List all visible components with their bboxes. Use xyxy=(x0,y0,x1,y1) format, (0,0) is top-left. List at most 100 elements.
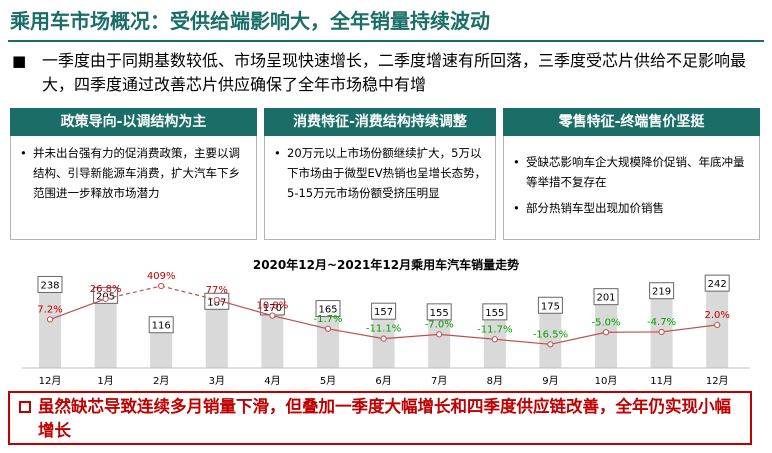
bar-value-label: 165 xyxy=(318,305,337,316)
pillar-body: 受缺芯影响车企大规模降价促销、年底冲量等举措不复存在 部分热销车型出现加价销售 xyxy=(503,136,760,240)
sales-bar xyxy=(205,306,228,368)
bar-value-label: 116 xyxy=(152,321,171,332)
bar-value-label-box xyxy=(93,286,119,304)
bar-value-label: 155 xyxy=(430,308,449,319)
growth-point xyxy=(602,329,610,336)
x-tick-label: 3月 xyxy=(209,375,225,387)
bar-value-label: 155 xyxy=(485,308,504,319)
growth-point xyxy=(547,341,554,348)
growth-point xyxy=(324,325,332,332)
sales-bar xyxy=(150,329,173,368)
pillar-header: 零售特征-终端售价坚挺 xyxy=(503,108,760,136)
sales-bar xyxy=(706,288,729,368)
sales-bar xyxy=(428,316,451,368)
x-tick-label: 12月 xyxy=(39,375,62,387)
growth-label: -11.7% xyxy=(477,324,512,335)
growth-label: -1.7% xyxy=(313,314,342,325)
growth-line-segment xyxy=(494,338,551,345)
bar-value-label: 157 xyxy=(374,307,393,318)
bar-value-label: 175 xyxy=(541,301,560,312)
slide-title: 乘用车市场概况：受供给端影响大，全年销量持续波动 xyxy=(10,9,490,33)
growth-point xyxy=(213,296,220,304)
x-tick-label: 2月 xyxy=(153,375,169,387)
growth-line-segment xyxy=(661,324,718,333)
bar-value-label-box xyxy=(426,303,452,321)
growth-label: -16.5% xyxy=(533,329,568,340)
bar-value-label-box xyxy=(148,316,174,334)
pillar-header: 政策导向-以调结构为主 xyxy=(10,108,257,136)
bar-value-label: 201 xyxy=(596,293,615,304)
growth-line-segment xyxy=(550,331,607,345)
growth-point xyxy=(491,336,498,343)
x-tick-label: 4月 xyxy=(264,375,280,387)
sales-chart: 2020年12月~2021年12月乘用车汽车销量走势 2382051161871… xyxy=(8,250,764,390)
sales-chart-svg: 2020年12月~2021年12月乘用车汽车销量走势 2382051161871… xyxy=(22,257,750,387)
growth-label: 7.2% xyxy=(37,304,62,315)
bar-value-label: 170 xyxy=(263,303,282,314)
sales-bar xyxy=(483,316,506,368)
growth-line-segment xyxy=(439,333,495,340)
growth-label: 409% xyxy=(147,271,176,282)
pillar-bullet: 部分热销车型出现加价销售 xyxy=(512,198,753,218)
sales-bar xyxy=(372,316,395,368)
hollow-square-bullet-icon xyxy=(19,401,31,413)
x-tick-label: 6月 xyxy=(375,375,391,387)
bar-value-label: 219 xyxy=(652,287,671,298)
growth-line-segment xyxy=(216,299,273,317)
conclusion-text: 虽然缺芯导致连续多月销量下滑，但叠加一季度大幅增长和四季度供应链改善，全年仍实现… xyxy=(38,397,731,440)
growth-point xyxy=(714,321,721,329)
chart-title: 2020年12月~2021年12月乘用车汽车销量走势 xyxy=(253,257,519,272)
growth-point xyxy=(436,331,443,338)
pillar-consumption: 消费特征-消费结构持续调整 20万元以上市场份额继续扩大，5万以下市场由于微型E… xyxy=(264,108,496,242)
growth-line-segment xyxy=(383,333,440,340)
pillar-bullet: 20万元以上市场份额继续扩大，5万以下市场由于微型EV热销也呈增长态势，5-15… xyxy=(273,143,489,203)
growth-point xyxy=(46,316,54,323)
x-tick-label: 11月 xyxy=(650,375,673,387)
sales-bar xyxy=(39,289,61,368)
sales-bar xyxy=(539,310,562,368)
bar-value-label-box xyxy=(649,282,675,300)
growth-label: 10.8% xyxy=(257,301,289,312)
bar-value-label-box xyxy=(371,302,397,320)
pillar-body: 并未出台强有力的促消费政策，主要以调结构、引导新能源车消费，扩大汽车下乡范围进一… xyxy=(10,136,257,240)
title-divider xyxy=(8,40,764,42)
bar-value-label-box xyxy=(537,296,563,314)
growth-line-segment xyxy=(49,298,106,321)
x-tick-label: 9月 xyxy=(542,375,558,387)
square-bullet-icon: ■ xyxy=(12,52,27,70)
growth-label: -5.0% xyxy=(591,317,620,328)
pillar-retail: 零售特征-终端售价坚挺 受缺芯影响车企大规模降价促销、年底冲量等举措不复存在 部… xyxy=(503,108,760,242)
x-tick-label: 1月 xyxy=(97,375,113,387)
growth-line-segment xyxy=(105,285,162,300)
growth-point xyxy=(380,335,387,342)
growth-line-segment xyxy=(161,285,217,301)
growth-line-segment xyxy=(272,315,329,330)
x-tick-label: 12月 xyxy=(706,375,729,387)
pillar-bullet: 受缺芯影响车企大规模降价促销、年底冲量等举措不复存在 xyxy=(512,152,753,192)
growth-label: -7.0% xyxy=(425,319,454,330)
growth-point xyxy=(158,282,165,290)
summary-paragraph: ■ 一季度由于同期基数较低、市场呈现快速增长，二季度增速有所回落，三季度受芯片供给… xyxy=(12,49,762,97)
sales-bar xyxy=(94,300,117,368)
summary-text: 一季度由于同期基数较低、市场呈现快速增长，二季度增速有所回落，三季度受芯片供给不… xyxy=(42,51,747,94)
growth-label: 77% xyxy=(206,285,228,296)
x-tick-label: 8月 xyxy=(487,375,503,387)
bar-value-label: 242 xyxy=(708,279,727,290)
pillar-policy: 政策导向-以调结构为主 并未出台强有力的促消费政策，主要以调结构、引导新能源车消… xyxy=(10,108,257,242)
sales-bar xyxy=(261,311,284,368)
bar-value-label-box xyxy=(704,274,730,292)
x-tick-label: 5月 xyxy=(320,375,336,387)
bar-value-label-box xyxy=(482,303,508,321)
growth-label: -11.1% xyxy=(366,324,401,335)
pillar-header: 消费特征-消费结构持续调整 xyxy=(264,108,496,136)
growth-line-segment xyxy=(327,328,384,340)
growth-point xyxy=(102,295,109,302)
growth-point xyxy=(269,312,276,319)
pillar-body: 20万元以上市场份额继续扩大，5万以下市场由于微型EV热销也呈增长态势，5-15… xyxy=(264,136,496,240)
growth-label: -4.7% xyxy=(647,317,676,328)
conclusion-box: 虽然缺芯导致连续多月销量下滑，但叠加一季度大幅增长和四季度供应链改善，全年仍实现… xyxy=(8,391,752,445)
x-tick-label: 10月 xyxy=(595,375,618,387)
growth-label: 26.8% xyxy=(90,284,122,295)
growth-label: 2.0% xyxy=(704,310,729,321)
bar-value-label-box xyxy=(315,300,341,318)
